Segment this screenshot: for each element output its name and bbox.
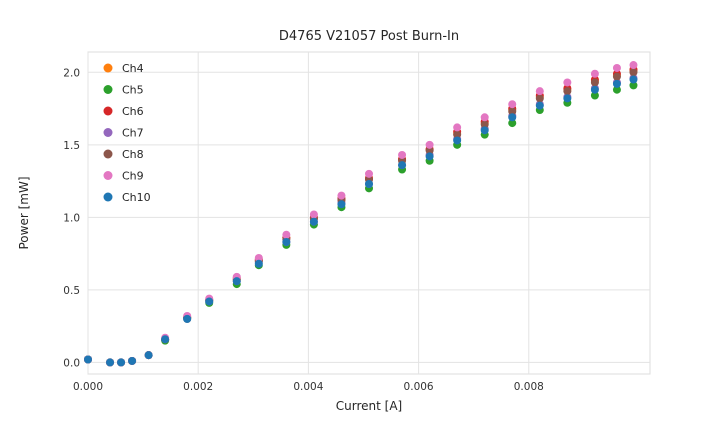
data-point bbox=[508, 113, 517, 122]
data-point bbox=[612, 72, 621, 81]
data-point bbox=[84, 355, 92, 364]
data-point bbox=[106, 358, 115, 367]
data-point bbox=[629, 61, 638, 70]
x-tick-label: 0.004 bbox=[293, 381, 323, 393]
data-point bbox=[612, 79, 621, 88]
data-point bbox=[337, 191, 346, 200]
data-point bbox=[612, 63, 621, 72]
data-point bbox=[535, 101, 544, 110]
data-point bbox=[590, 85, 599, 94]
data-point bbox=[563, 94, 572, 103]
legend-item-ch4: Ch4 bbox=[103, 62, 144, 75]
data-point bbox=[365, 179, 373, 188]
axis-ticks: 0.000 0.002 0.004 0.006 0.008 0.0 0.5 1.0 1.5 2.0 bbox=[63, 67, 544, 393]
data-point bbox=[425, 140, 434, 149]
data-point bbox=[508, 100, 517, 109]
data-point bbox=[144, 351, 153, 360]
data-point bbox=[629, 75, 638, 84]
data-point bbox=[309, 217, 318, 226]
data-point bbox=[590, 78, 599, 87]
legend-marker-icon bbox=[103, 171, 113, 180]
legend-label: Ch10 bbox=[122, 191, 151, 204]
grid-lines bbox=[87, 51, 651, 375]
data-point bbox=[161, 335, 170, 344]
data-point bbox=[480, 120, 489, 129]
data-point bbox=[453, 123, 462, 132]
data-point bbox=[205, 297, 214, 306]
y-tick-label: 0.0 bbox=[63, 357, 80, 369]
data-point bbox=[128, 356, 137, 365]
data-point bbox=[535, 94, 544, 103]
legend-label: Ch8 bbox=[122, 148, 144, 161]
y-tick-label: 0.5 bbox=[63, 285, 80, 297]
data-point bbox=[282, 230, 291, 239]
x-tick-label: 0.006 bbox=[404, 381, 434, 393]
legend-marker-icon bbox=[103, 63, 113, 73]
data-point bbox=[282, 238, 291, 247]
x-axis-label: Current [A] bbox=[336, 399, 402, 413]
data-point bbox=[425, 146, 434, 155]
data-point bbox=[535, 87, 544, 96]
y-axis-label: Power [mW] bbox=[17, 176, 31, 249]
data-point bbox=[629, 81, 638, 90]
legend-item-ch5: Ch5 bbox=[103, 84, 144, 97]
y-tick-label: 2.0 bbox=[63, 67, 80, 79]
data-point bbox=[337, 200, 346, 209]
data-point bbox=[232, 277, 241, 286]
legend-label: Ch5 bbox=[122, 84, 144, 97]
data-point bbox=[629, 68, 638, 77]
chart-title: D4765 V21057 Post Burn-In bbox=[279, 29, 459, 44]
legend-marker-icon bbox=[103, 85, 113, 94]
data-point bbox=[563, 87, 572, 96]
data-point bbox=[563, 78, 572, 87]
data-point bbox=[254, 259, 263, 268]
plot-area bbox=[87, 51, 651, 375]
y-tick-label: 1.0 bbox=[63, 212, 80, 224]
x-tick-label: 0.002 bbox=[183, 381, 213, 393]
data-point bbox=[508, 107, 517, 116]
data-point bbox=[398, 161, 407, 170]
data-point bbox=[453, 130, 462, 139]
data-point bbox=[453, 136, 462, 145]
data-point bbox=[612, 85, 621, 94]
data-point bbox=[425, 152, 434, 161]
scatter-points bbox=[84, 61, 638, 367]
data-point bbox=[590, 69, 599, 78]
x-tick-label: 0.000 bbox=[73, 381, 103, 393]
legend-item-ch6: Ch6 bbox=[103, 105, 144, 118]
legend-marker-icon bbox=[103, 149, 113, 159]
data-point bbox=[183, 314, 192, 323]
legend-label: Ch7 bbox=[122, 127, 144, 140]
legend-item-ch9: Ch9 bbox=[103, 170, 144, 183]
data-point bbox=[508, 119, 517, 128]
series-ch10 bbox=[84, 75, 638, 367]
legend-item-ch7: Ch7 bbox=[103, 127, 144, 140]
legend-label: Ch6 bbox=[122, 105, 144, 118]
legend-item-ch8: Ch8 bbox=[103, 148, 144, 161]
data-point bbox=[309, 210, 318, 219]
data-point bbox=[117, 358, 126, 367]
data-point bbox=[254, 253, 263, 262]
x-tick-label: 0.008 bbox=[514, 381, 544, 393]
legend-marker-icon bbox=[103, 128, 113, 137]
data-point bbox=[480, 126, 489, 135]
data-point bbox=[365, 169, 373, 178]
legend-item-ch10: Ch10 bbox=[103, 191, 151, 204]
data-point bbox=[590, 91, 599, 100]
data-point bbox=[480, 113, 489, 122]
legend-marker-icon bbox=[103, 106, 113, 116]
legend: Ch4 Ch5 Ch6 Ch7 Ch8 Ch9 Ch10 bbox=[103, 62, 151, 204]
data-point bbox=[398, 150, 407, 159]
legend-label: Ch9 bbox=[122, 170, 144, 183]
y-tick-label: 1.5 bbox=[63, 140, 80, 152]
legend-marker-icon bbox=[103, 192, 113, 202]
legend-label: Ch4 bbox=[122, 62, 144, 75]
